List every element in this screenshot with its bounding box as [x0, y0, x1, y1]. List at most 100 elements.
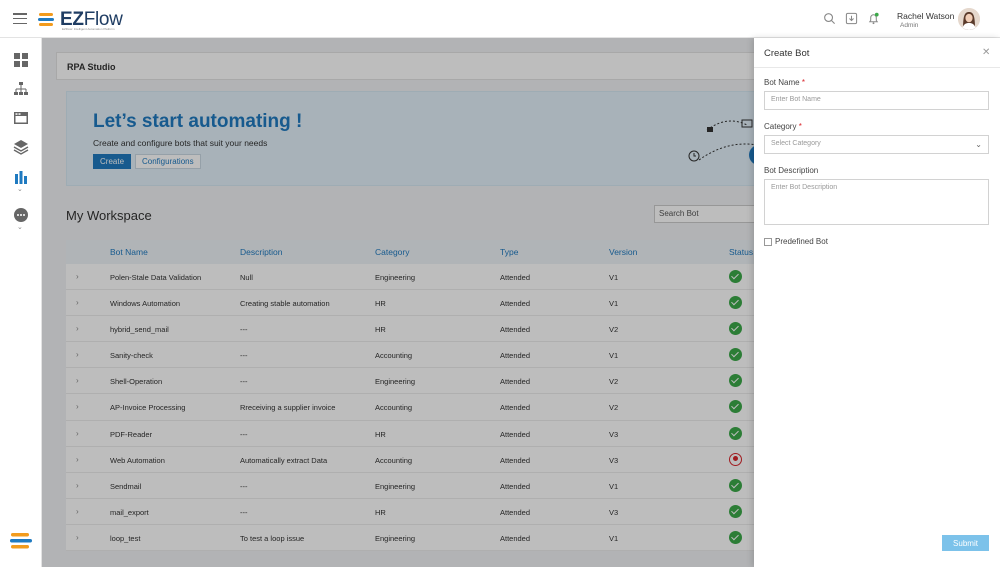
cell-category: Engineering	[375, 377, 416, 387]
predefined-bot-label: Predefined Bot	[775, 237, 828, 246]
modal-backdrop[interactable]	[42, 38, 754, 567]
table-row[interactable]: › loop_test To test a loop issue Engineerin…	[66, 524, 806, 552]
expand-row-chevron-icon[interactable]: ›	[76, 272, 79, 281]
cell-bot-name[interactable]: Sanity-check	[110, 351, 153, 361]
cell-type: Attended	[500, 273, 531, 282]
cell-description: Null	[240, 273, 253, 282]
cell-category: HR	[375, 429, 386, 439]
cell-version: V3	[609, 507, 619, 517]
user-name[interactable]: Rachel Watson	[897, 11, 955, 21]
table-row[interactable]: › Sendmail --- Engineering Attended V1	[66, 472, 806, 499]
cell-category: Accounting	[375, 351, 413, 361]
expand-row-chevron-icon[interactable]: ›	[76, 376, 79, 386]
cell-description: To test a loop issue	[240, 533, 305, 543]
cell-bot-name[interactable]: Web Automation	[110, 455, 165, 465]
cell-version: V3	[609, 455, 619, 465]
more-icon[interactable]	[13, 207, 29, 223]
create-button[interactable]: Create	[93, 154, 132, 169]
browser-icon[interactable]	[13, 110, 29, 126]
expand-row-chevron-icon[interactable]: ›	[76, 480, 79, 490]
table-row[interactable]: › hybrid_send_mail --- HR Attended V2	[66, 316, 806, 343]
column-bot-name[interactable]: Bot Name	[110, 247, 148, 257]
cell-bot-name[interactable]: hybrid_send_mail	[110, 325, 169, 335]
cell-type: Attended	[500, 377, 531, 387]
cell-bot-name[interactable]: AP-Invoice Processing	[110, 403, 186, 413]
bot-name-input[interactable]: Enter Bot Name	[764, 91, 989, 110]
banner-subtitle: Create and configure bots that suit your…	[93, 138, 268, 148]
ezflow-small-logo-icon[interactable]	[9, 529, 33, 553]
bots-chevron-down-icon[interactable]: ⌄	[17, 186, 23, 193]
expand-row-chevron-icon[interactable]: ›	[76, 402, 79, 412]
cell-version: V3	[609, 429, 619, 439]
expand-row-chevron-icon[interactable]: ›	[76, 506, 79, 516]
column-type[interactable]: Type	[500, 247, 519, 257]
status-success-icon	[729, 296, 742, 310]
cell-type: Attended	[500, 455, 531, 465]
table-row[interactable]: › Web Automation Automatically extract Dat…	[66, 446, 806, 473]
cell-bot-name[interactable]: Sendmail	[110, 481, 142, 491]
cell-bot-name[interactable]: loop_test	[110, 533, 141, 543]
cell-description: Rreceiving a supplier invoice	[240, 403, 336, 413]
configurations-button[interactable]: Configurations	[135, 154, 201, 169]
expand-row-chevron-icon[interactable]: ›	[76, 324, 79, 334]
cell-bot-name[interactable]: Polen-Stale Data Validation	[110, 273, 202, 282]
more-chevron-down-icon[interactable]: ⌄	[17, 224, 23, 231]
hamburger-menu-icon[interactable]	[13, 13, 27, 24]
cell-description: ---	[240, 325, 248, 335]
bot-description-textarea[interactable]: Enter Bot Description	[764, 179, 989, 225]
expand-row-chevron-icon[interactable]: ›	[76, 428, 79, 438]
expand-row-chevron-icon[interactable]: ›	[76, 350, 79, 360]
cell-description: ---	[240, 351, 248, 361]
column-description[interactable]: Description	[240, 247, 283, 257]
cell-category: Accounting	[375, 455, 413, 465]
search-input[interactable]: Search Bot	[654, 205, 774, 223]
cell-description: ---	[240, 481, 248, 491]
hierarchy-icon[interactable]	[13, 81, 29, 97]
table-row[interactable]: › Polen-Stale Data Validation Null Engineer…	[66, 264, 806, 291]
cell-bot-name[interactable]: PDF-Reader	[110, 429, 153, 439]
chevron-down-icon: ⌄	[975, 140, 982, 149]
column-version[interactable]: Version	[609, 247, 638, 257]
category-select[interactable]: Select Category ⌄	[764, 135, 989, 154]
table-row[interactable]: › PDF-Reader --- HR Attended V3	[66, 420, 806, 447]
cell-category: Engineering	[375, 481, 416, 491]
expand-row-chevron-icon[interactable]: ›	[76, 454, 79, 464]
layers-icon[interactable]	[13, 139, 29, 155]
table-row[interactable]: › Shell-Operation --- Engineering Attended V2	[66, 368, 806, 395]
column-category[interactable]: Category	[375, 247, 410, 257]
cell-description: ---	[240, 507, 248, 517]
search-icon[interactable]	[823, 12, 836, 25]
close-icon[interactable]: ✕	[982, 47, 991, 58]
user-avatar[interactable]	[958, 8, 980, 30]
import-icon[interactable]	[845, 12, 858, 25]
table-header: Bot Name Description Category Type Versi…	[66, 240, 806, 264]
cell-type: Attended	[500, 481, 531, 491]
dashboard-icon[interactable]	[13, 52, 29, 68]
table-row[interactable]: › Windows Automation Creating stable autom…	[66, 290, 806, 317]
column-status[interactable]: Status	[729, 247, 754, 257]
table-row[interactable]: › Sanity-check --- Accounting Attended V1	[66, 342, 806, 369]
bots-table: Bot Name Description Category Type Versi…	[66, 240, 806, 552]
cell-type: Attended	[500, 507, 531, 517]
bots-icon[interactable]	[13, 169, 29, 185]
predefined-bot-checkbox[interactable]	[764, 238, 772, 246]
bell-icon[interactable]	[867, 12, 880, 25]
table-row[interactable]: › mail_export --- HR Attended V3	[66, 498, 806, 525]
ezflow-logo[interactable]: EZFlow	[37, 9, 123, 31]
cell-version: V1	[609, 273, 619, 282]
ezflow-logo-mark	[37, 10, 57, 30]
cell-category: Engineering	[375, 533, 416, 543]
create-bot-drawer: Create Bot ✕ Bot Name * Enter Bot Name C…	[754, 38, 1000, 567]
status-error-icon	[729, 452, 742, 466]
cell-type: Attended	[500, 325, 531, 335]
submit-button[interactable]: Submit	[942, 535, 989, 551]
expand-row-chevron-icon[interactable]: ›	[76, 532, 79, 542]
cell-category: Accounting	[375, 403, 413, 413]
cell-bot-name[interactable]: Shell-Operation	[110, 377, 163, 387]
cell-bot-name[interactable]: Windows Automation	[110, 299, 181, 309]
cell-bot-name[interactable]: mail_export	[110, 507, 149, 517]
bot-description-label: Bot Description	[764, 166, 819, 175]
table-row[interactable]: › AP-Invoice Processing Rreceiving a suppl…	[66, 394, 806, 421]
expand-row-chevron-icon[interactable]: ›	[76, 298, 79, 308]
cell-version: V2	[609, 403, 619, 413]
